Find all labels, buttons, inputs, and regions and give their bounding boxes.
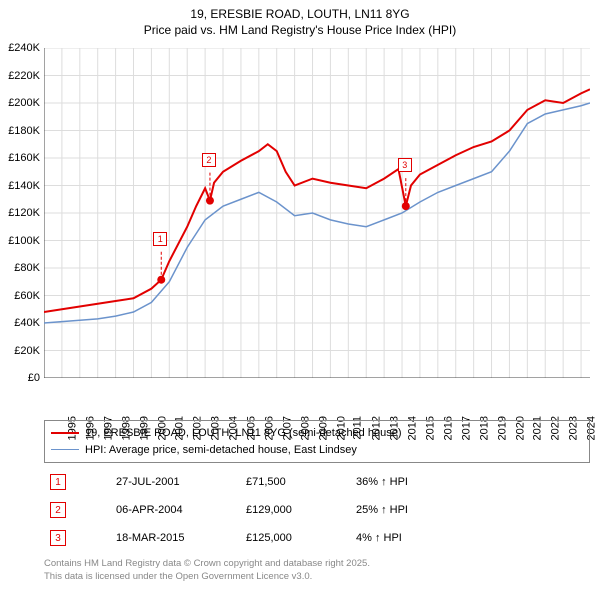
- x-axis: 1995199619971998199920002001200220032004…: [44, 378, 590, 418]
- chart-marker-2: 2: [202, 153, 216, 167]
- y-tick-label: £180K: [8, 125, 40, 137]
- plot-area: 1 2 3: [44, 48, 590, 378]
- title-line2: Price paid vs. HM Land Registry's House …: [0, 22, 600, 38]
- series-price_paid: [44, 89, 590, 312]
- legend-swatch: [51, 432, 79, 434]
- legend-row: HPI: Average price, semi-detached house,…: [51, 442, 583, 459]
- legend: 19, ERESBIE ROAD, LOUTH, LN11 8YG (semi-…: [44, 420, 590, 463]
- y-axis: £0£20K£40K£60K£80K£100K£120K£140K£160K£1…: [0, 48, 42, 378]
- chart-marker-1: 1: [153, 232, 167, 246]
- y-tick-label: £80K: [14, 262, 40, 274]
- sale-date: 06-APR-2004: [116, 504, 226, 516]
- y-tick-label: £140K: [8, 180, 40, 192]
- sale-date: 27-JUL-2001: [116, 476, 226, 488]
- chart-container: 19, ERESBIE ROAD, LOUTH, LN11 8YG Price …: [0, 0, 600, 590]
- y-tick-label: £100K: [8, 235, 40, 247]
- sale-pct: 36% ↑ HPI: [356, 476, 446, 488]
- sale-price: £129,000: [246, 504, 336, 516]
- marker-number-box: 1: [50, 474, 66, 490]
- y-tick-label: £0: [28, 372, 40, 384]
- y-tick-label: £220K: [8, 70, 40, 82]
- attribution: Contains HM Land Registry data © Crown c…: [44, 558, 370, 584]
- legend-row: 19, ERESBIE ROAD, LOUTH, LN11 8YG (semi-…: [51, 425, 583, 442]
- y-tick-label: £60K: [14, 290, 40, 302]
- chart-svg: [44, 48, 590, 378]
- legend-label: 19, ERESBIE ROAD, LOUTH, LN11 8YG (semi-…: [85, 425, 401, 442]
- legend-swatch: [51, 449, 79, 450]
- table-row: 2 06-APR-2004 £129,000 25% ↑ HPI: [44, 496, 590, 524]
- sales-table: 1 27-JUL-2001 £71,500 36% ↑ HPI 2 06-APR-2004…: [44, 468, 590, 552]
- chart-marker-3: 3: [398, 158, 412, 172]
- y-tick-label: £240K: [8, 42, 40, 54]
- sale-pct: 4% ↑ HPI: [356, 532, 446, 544]
- table-row: 1 27-JUL-2001 £71,500 36% ↑ HPI: [44, 468, 590, 496]
- title-line1: 19, ERESBIE ROAD, LOUTH, LN11 8YG: [0, 6, 600, 22]
- y-tick-label: £20K: [14, 345, 40, 357]
- chart-title: 19, ERESBIE ROAD, LOUTH, LN11 8YG Price …: [0, 0, 600, 38]
- marker-number-box: 2: [50, 502, 66, 518]
- y-tick-label: £160K: [8, 152, 40, 164]
- y-tick-label: £200K: [8, 97, 40, 109]
- sale-date: 18-MAR-2015: [116, 532, 226, 544]
- table-row: 3 18-MAR-2015 £125,000 4% ↑ HPI: [44, 524, 590, 552]
- sale-price: £125,000: [246, 532, 336, 544]
- marker-number-box: 3: [50, 530, 66, 546]
- y-tick-label: £120K: [8, 207, 40, 219]
- y-tick-label: £40K: [14, 317, 40, 329]
- attribution-line2: This data is licensed under the Open Gov…: [44, 571, 370, 584]
- sale-price: £71,500: [246, 476, 336, 488]
- legend-label: HPI: Average price, semi-detached house,…: [85, 442, 357, 459]
- sale-pct: 25% ↑ HPI: [356, 504, 446, 516]
- attribution-line1: Contains HM Land Registry data © Crown c…: [44, 558, 370, 571]
